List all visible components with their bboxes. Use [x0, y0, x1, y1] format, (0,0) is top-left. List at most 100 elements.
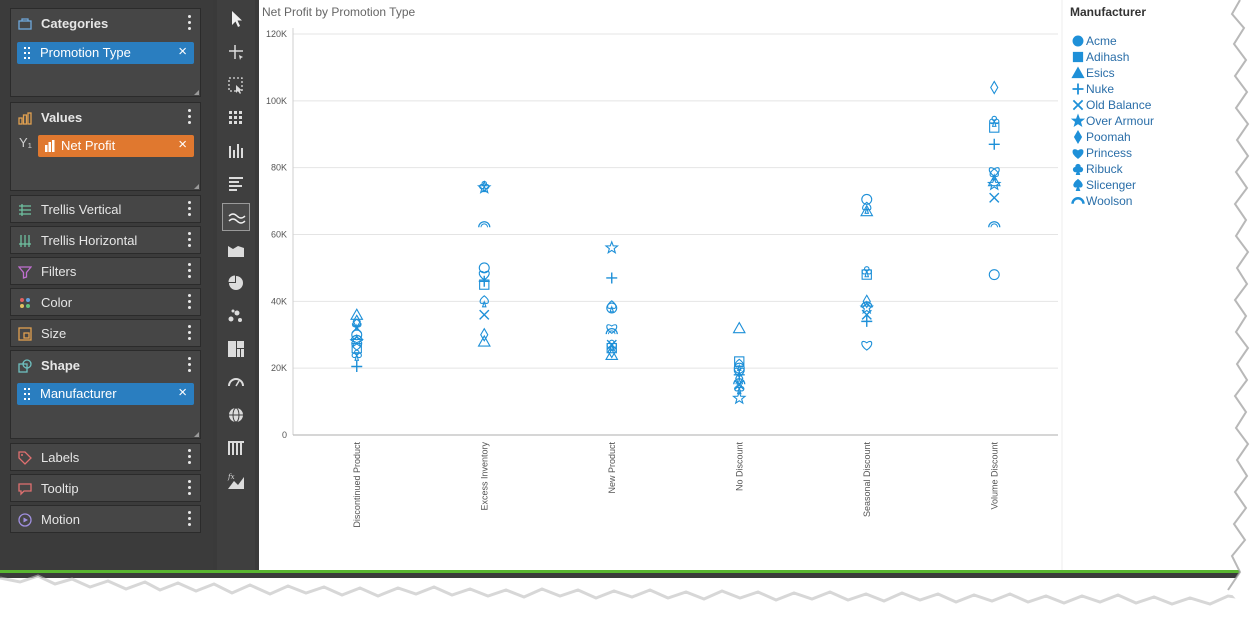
data-point-slicenger[interactable] — [352, 318, 362, 331]
legend-item[interactable]: Old Balance — [1072, 98, 1152, 112]
grid-chart-button[interactable] — [222, 104, 250, 132]
promotion-type-pill[interactable]: Promotion Type × — [17, 42, 194, 64]
data-point-slicenger[interactable] — [734, 358, 744, 371]
data-point-poomah[interactable] — [735, 371, 744, 386]
data-point-princess[interactable] — [733, 367, 745, 378]
x-tick-label[interactable]: Seasonal Discount — [862, 442, 872, 518]
data-point-princess[interactable] — [478, 270, 490, 281]
x-tick-label[interactable]: Volume Discount — [989, 442, 999, 510]
data-point-woolson[interactable] — [478, 221, 491, 228]
filters-well[interactable]: Filters — [10, 257, 201, 285]
data-point-woolson[interactable] — [988, 221, 1001, 228]
labels-well[interactable]: Labels — [10, 443, 201, 471]
x-tick-label[interactable]: Excess Inventory — [479, 442, 489, 511]
motion-menu-icon[interactable] — [188, 511, 192, 529]
scatter-chart[interactable]: Net Profit by Promotion Type Manufacture… — [259, 0, 1240, 570]
values-well[interactable]: Values Y₁ Net Profit × — [10, 102, 201, 191]
data-point-princess[interactable] — [861, 340, 873, 351]
trellis-vertical-well[interactable]: Trellis Vertical — [10, 195, 201, 223]
size-menu-icon[interactable] — [188, 325, 192, 343]
trellis-horizontal-well[interactable]: Trellis Horizontal — [10, 226, 201, 254]
legend-item[interactable]: Nuke — [1072, 82, 1115, 96]
manufacturer-pill[interactable]: Manufacturer × — [17, 383, 194, 405]
resize-corner-icon[interactable] — [194, 90, 199, 95]
data-point-esics[interactable] — [987, 174, 1001, 187]
tooltip-well[interactable]: Tooltip — [10, 474, 201, 502]
data-point-woolson[interactable] — [733, 378, 746, 385]
crosshair-tool-button[interactable] — [222, 38, 250, 66]
data-point-woolson[interactable] — [605, 328, 618, 335]
treemap-chart-button[interactable] — [222, 335, 250, 363]
data-point-over-armour[interactable] — [349, 333, 364, 348]
data-point-over-armour[interactable] — [732, 390, 747, 405]
filters-menu-icon[interactable] — [188, 263, 192, 281]
data-point-acme[interactable] — [606, 302, 618, 314]
legend-item[interactable]: Adihash — [1072, 50, 1129, 64]
legend-item[interactable]: Over Armour — [1070, 113, 1154, 128]
data-point-poomah[interactable] — [607, 344, 616, 359]
legend-item[interactable]: Slicenger — [1073, 178, 1136, 192]
data-point-nuke[interactable] — [988, 138, 1000, 150]
data-point-princess[interactable] — [606, 324, 618, 335]
shape-menu-icon[interactable] — [188, 357, 192, 375]
data-point-woolson[interactable] — [350, 334, 363, 341]
drag-grip-icon[interactable] — [24, 47, 30, 59]
categories-menu-icon[interactable] — [188, 15, 192, 33]
scatter-chart-button[interactable] — [222, 302, 250, 330]
motion-well[interactable]: Motion — [10, 505, 201, 533]
legend-item[interactable]: Princess — [1072, 146, 1132, 160]
pivot-table-button[interactable] — [222, 434, 250, 462]
data-point-slicenger[interactable] — [862, 201, 872, 214]
data-point-nuke[interactable] — [861, 315, 873, 327]
data-point-woolson[interactable] — [860, 301, 873, 308]
data-point-nuke[interactable] — [351, 360, 363, 372]
size-well[interactable]: Size — [10, 319, 201, 347]
gauge-chart-button[interactable] — [222, 368, 250, 396]
data-point-slicenger[interactable] — [607, 300, 617, 313]
data-point-acme[interactable] — [861, 193, 873, 205]
data-point-ribuck[interactable] — [606, 339, 617, 351]
data-point-poomah[interactable] — [352, 314, 361, 329]
map-chart-button[interactable] — [222, 401, 250, 429]
data-point-ribuck[interactable] — [479, 180, 490, 193]
data-point-old-balance[interactable] — [479, 309, 490, 320]
x-tick-label[interactable]: New Product — [607, 442, 617, 494]
column-chart-button[interactable] — [222, 137, 250, 165]
data-point-princess[interactable] — [351, 340, 363, 351]
resize-corner-icon[interactable] — [194, 432, 199, 437]
pie-chart-button[interactable] — [222, 269, 250, 297]
formula-chart-button[interactable]: fx — [222, 467, 250, 495]
data-point-poomah[interactable] — [862, 294, 871, 309]
legend-item[interactable]: Ribuck — [1072, 162, 1124, 176]
data-point-nuke[interactable] — [478, 275, 490, 287]
line-chart-button[interactable] — [222, 203, 250, 231]
select-region-tool-button[interactable] — [222, 71, 250, 99]
color-well[interactable]: Color — [10, 288, 201, 316]
x-tick-label[interactable]: Discontinued Product — [352, 442, 362, 528]
trellis-vertical-menu-icon[interactable] — [188, 201, 192, 219]
tooltip-menu-icon[interactable] — [188, 480, 192, 498]
shape-well[interactable]: Shape Manufacturer × — [10, 350, 201, 439]
data-point-slicenger[interactable] — [479, 295, 489, 308]
x-tick-label[interactable]: No Discount — [734, 442, 744, 492]
data-point-over-armour[interactable] — [859, 300, 874, 315]
data-point-ribuck[interactable] — [861, 266, 872, 278]
legend-item[interactable]: Woolson — [1071, 194, 1133, 208]
legend-item[interactable]: Poomah — [1073, 129, 1131, 145]
data-point-poomah[interactable] — [480, 327, 489, 342]
color-menu-icon[interactable] — [188, 294, 192, 312]
data-point-adihash[interactable] — [989, 122, 1000, 133]
data-point-slicenger[interactable] — [989, 168, 999, 181]
trellis-horizontal-menu-icon[interactable] — [188, 232, 192, 250]
data-point-over-armour[interactable] — [987, 176, 1002, 191]
data-point-ribuck[interactable] — [989, 115, 1000, 127]
resize-corner-icon[interactable] — [194, 184, 199, 189]
data-point-poomah[interactable] — [990, 80, 999, 95]
data-point-esics[interactable] — [732, 321, 746, 334]
data-point-old-balance[interactable] — [989, 192, 1000, 203]
data-point-acme[interactable] — [988, 269, 1000, 281]
remove-net-profit-icon[interactable]: × — [178, 136, 187, 153]
data-point-esics[interactable] — [477, 334, 491, 347]
area-chart-button[interactable] — [222, 236, 250, 264]
data-point-ribuck[interactable] — [351, 349, 362, 361]
